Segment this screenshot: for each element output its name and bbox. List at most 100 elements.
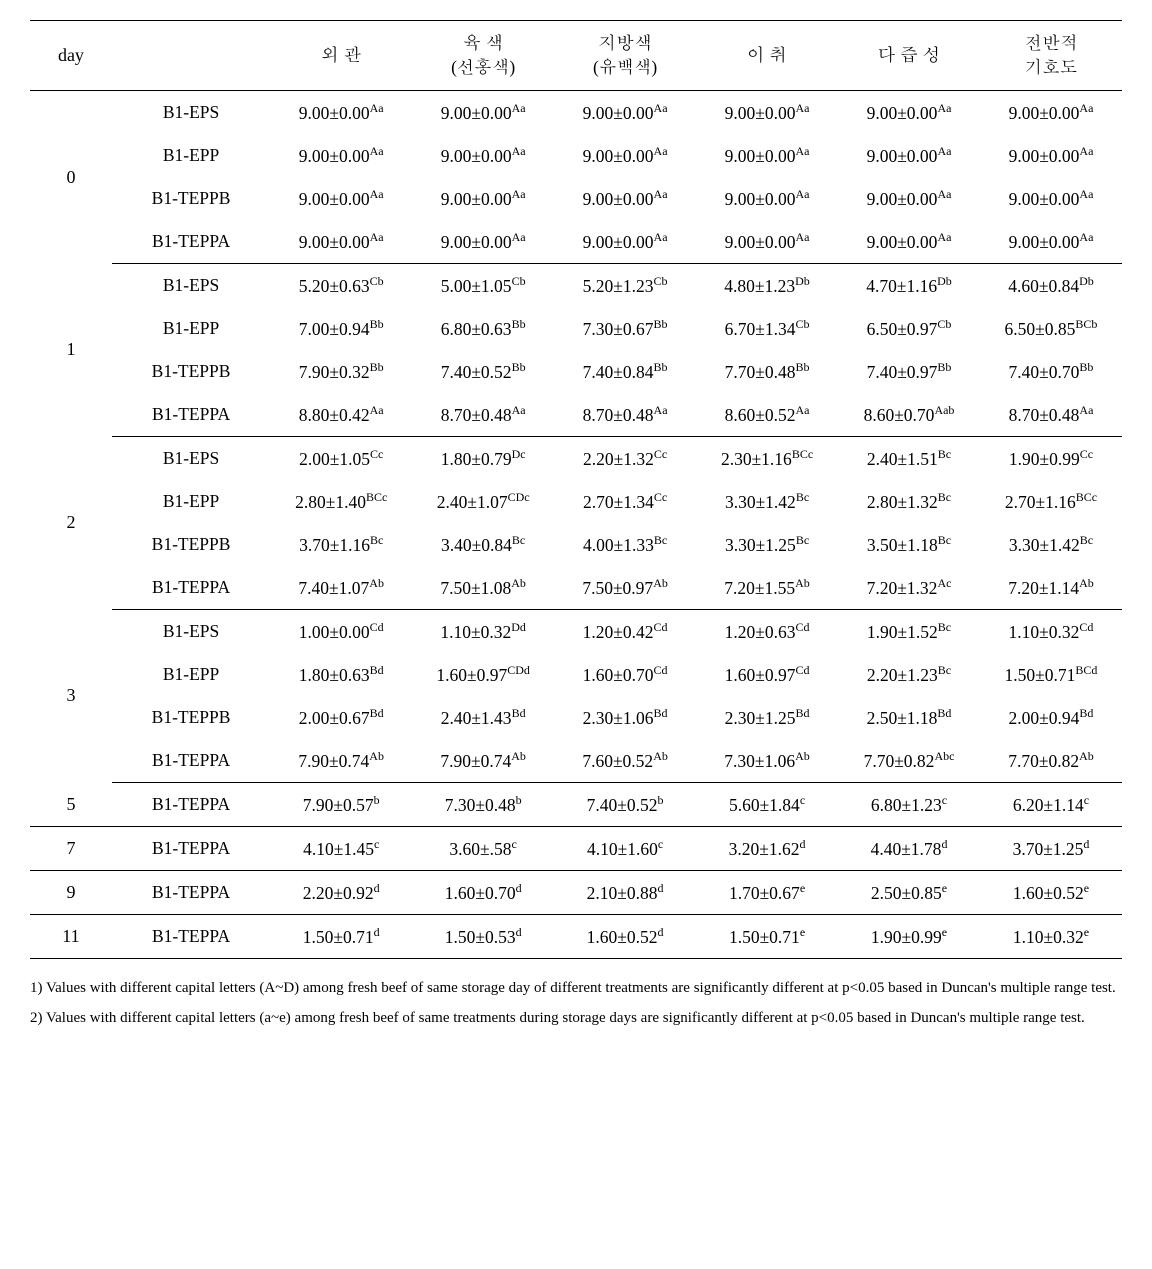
header-off-odor: 이 취	[696, 21, 838, 91]
value-cell: 3.30±1.42Bc	[980, 523, 1122, 566]
table-row: 9B1-TEPPA2.20±0.92d1.60±0.70d2.10±0.88d1…	[30, 870, 1122, 914]
value-cell: 3.70±1.16Bc	[270, 523, 412, 566]
value-cell: 4.10±1.60c	[554, 826, 696, 870]
value-cell: 2.50±0.85e	[838, 870, 980, 914]
table-row: B1-TEPPA9.00±0.00Aa9.00±0.00Aa9.00±0.00A…	[30, 220, 1122, 264]
value-cell: 1.60±0.52d	[554, 914, 696, 958]
value-cell: 5.20±1.23Cb	[554, 263, 696, 307]
value-cell: 4.70±1.16Db	[838, 263, 980, 307]
value-cell: 2.10±0.88d	[554, 870, 696, 914]
value-cell: 2.50±1.18Bd	[838, 696, 980, 739]
table-row: B1-TEPPB9.00±0.00Aa9.00±0.00Aa9.00±0.00A…	[30, 177, 1122, 220]
treatment-cell: B1-EPS	[112, 90, 270, 134]
value-cell: 9.00±0.00Aa	[412, 90, 554, 134]
value-cell: 1.60±0.52e	[980, 870, 1122, 914]
value-cell: 8.70±0.48Aa	[554, 393, 696, 437]
value-cell: 9.00±0.00Aa	[554, 177, 696, 220]
value-cell: 1.90±1.52Bc	[838, 609, 980, 653]
day-cell: 1	[30, 263, 112, 436]
treatment-cell: B1-EPP	[112, 480, 270, 523]
table-body: 0B1-EPS9.00±0.00Aa9.00±0.00Aa9.00±0.00Aa…	[30, 90, 1122, 958]
value-cell: 3.20±1.62d	[696, 826, 838, 870]
day-cell: 9	[30, 870, 112, 914]
value-cell: 7.40±0.70Bb	[980, 350, 1122, 393]
value-cell: 1.10±0.32Cd	[980, 609, 1122, 653]
day-cell: 0	[30, 90, 112, 263]
value-cell: 3.50±1.18Bc	[838, 523, 980, 566]
header-juiciness: 다 즙 성	[838, 21, 980, 91]
footnotes: 1) Values with different capital letters…	[30, 973, 1122, 1033]
header-fat-color: 지방색 (유백색)	[554, 21, 696, 91]
value-cell: 9.00±0.00Aa	[554, 220, 696, 264]
value-cell: 1.60±0.70d	[412, 870, 554, 914]
value-cell: 9.00±0.00Aa	[696, 177, 838, 220]
value-cell: 5.20±0.63Cb	[270, 263, 412, 307]
value-cell: 6.20±1.14c	[980, 782, 1122, 826]
value-cell: 7.40±0.97Bb	[838, 350, 980, 393]
value-cell: 9.00±0.00Aa	[980, 90, 1122, 134]
value-cell: 7.30±0.67Bb	[554, 307, 696, 350]
value-cell: 3.30±1.25Bc	[696, 523, 838, 566]
value-cell: 3.60±.58c	[412, 826, 554, 870]
value-cell: 2.30±1.25Bd	[696, 696, 838, 739]
value-cell: 7.30±0.48b	[412, 782, 554, 826]
table-row: 3B1-EPS1.00±0.00Cd1.10±0.32Dd1.20±0.42Cd…	[30, 609, 1122, 653]
value-cell: 2.20±1.32Cc	[554, 436, 696, 480]
treatment-cell: B1-TEPPA	[112, 739, 270, 783]
value-cell: 1.50±0.71d	[270, 914, 412, 958]
table-row: B1-TEPPB7.90±0.32Bb7.40±0.52Bb7.40±0.84B…	[30, 350, 1122, 393]
table-row: B1-EPP2.80±1.40BCc2.40±1.07CDc2.70±1.34C…	[30, 480, 1122, 523]
table-row: 0B1-EPS9.00±0.00Aa9.00±0.00Aa9.00±0.00Aa…	[30, 90, 1122, 134]
value-cell: 9.00±0.00Aa	[554, 90, 696, 134]
value-cell: 7.40±0.84Bb	[554, 350, 696, 393]
value-cell: 9.00±0.00Aa	[838, 90, 980, 134]
value-cell: 9.00±0.00Aa	[980, 177, 1122, 220]
value-cell: 9.00±0.00Aa	[412, 220, 554, 264]
value-cell: 2.00±1.05Cc	[270, 436, 412, 480]
value-cell: 2.00±0.94Bd	[980, 696, 1122, 739]
value-cell: 7.40±0.52b	[554, 782, 696, 826]
value-cell: 4.40±1.78d	[838, 826, 980, 870]
value-cell: 7.70±0.82Abc	[838, 739, 980, 783]
value-cell: 1.10±0.32Dd	[412, 609, 554, 653]
value-cell: 7.50±1.08Ab	[412, 566, 554, 610]
table-row: 5B1-TEPPA7.90±0.57b7.30±0.48b7.40±0.52b5…	[30, 782, 1122, 826]
value-cell: 9.00±0.00Aa	[270, 177, 412, 220]
day-cell: 3	[30, 609, 112, 782]
value-cell: 1.90±0.99Cc	[980, 436, 1122, 480]
table-row: 11B1-TEPPA1.50±0.71d1.50±0.53d1.60±0.52d…	[30, 914, 1122, 958]
footnote-1: 1) Values with different capital letters…	[30, 973, 1122, 1003]
value-cell: 2.20±0.92d	[270, 870, 412, 914]
treatment-cell: B1-TEPPA	[112, 782, 270, 826]
value-cell: 5.60±1.84c	[696, 782, 838, 826]
value-cell: 1.70±0.67e	[696, 870, 838, 914]
value-cell: 4.10±1.45c	[270, 826, 412, 870]
value-cell: 6.50±0.85BCb	[980, 307, 1122, 350]
table-row: B1-EPP1.80±0.63Bd1.60±0.97CDd1.60±0.70Cd…	[30, 653, 1122, 696]
treatment-cell: B1-EPP	[112, 653, 270, 696]
value-cell: 2.00±0.67Bd	[270, 696, 412, 739]
value-cell: 9.00±0.00Aa	[270, 90, 412, 134]
value-cell: 7.60±0.52Ab	[554, 739, 696, 783]
value-cell: 3.40±0.84Bc	[412, 523, 554, 566]
day-cell: 11	[30, 914, 112, 958]
value-cell: 1.50±0.53d	[412, 914, 554, 958]
value-cell: 8.60±0.52Aa	[696, 393, 838, 437]
value-cell: 2.40±1.07CDc	[412, 480, 554, 523]
value-cell: 1.60±0.97CDd	[412, 653, 554, 696]
value-cell: 6.70±1.34Cb	[696, 307, 838, 350]
value-cell: 9.00±0.00Aa	[696, 134, 838, 177]
value-cell: 2.30±1.06Bd	[554, 696, 696, 739]
value-cell: 7.20±1.14Ab	[980, 566, 1122, 610]
value-cell: 2.70±1.34Cc	[554, 480, 696, 523]
table-row: 2B1-EPS2.00±1.05Cc1.80±0.79Dc2.20±1.32Cc…	[30, 436, 1122, 480]
treatment-cell: B1-EPP	[112, 307, 270, 350]
value-cell: 2.30±1.16BCc	[696, 436, 838, 480]
value-cell: 9.00±0.00Aa	[838, 177, 980, 220]
treatment-cell: B1-TEPPA	[112, 566, 270, 610]
value-cell: 7.00±0.94Bb	[270, 307, 412, 350]
value-cell: 7.70±0.48Bb	[696, 350, 838, 393]
value-cell: 2.70±1.16BCc	[980, 480, 1122, 523]
value-cell: 9.00±0.00Aa	[412, 177, 554, 220]
value-cell: 7.40±0.52Bb	[412, 350, 554, 393]
